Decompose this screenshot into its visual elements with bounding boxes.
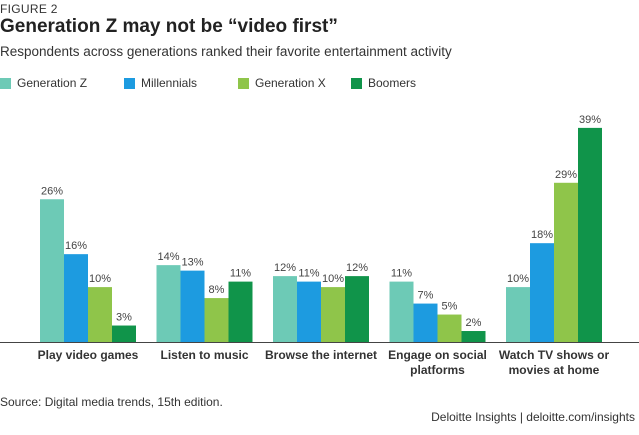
data-label: 10% [322,273,344,285]
data-label: 10% [507,273,529,285]
bar [88,287,112,342]
data-label: 26% [41,185,63,197]
chart-title: Generation Z may not be “video first” [0,16,338,37]
brand-footer: Deloitte Insights | deloitte.com/insight… [431,410,635,424]
data-label: 14% [157,251,179,263]
bar [389,281,414,342]
data-label: 11% [298,268,319,280]
category-label: Engage on social [388,348,487,362]
bar [578,127,602,342]
figure-label: FIGURE 2 [0,2,58,16]
bar [506,287,530,342]
bar [437,314,462,342]
legend-swatch [351,77,362,89]
legend-swatch [0,77,11,89]
bar [40,199,64,342]
data-label: 39% [579,114,601,126]
bar [156,265,181,342]
bar-group: 12% 11% 10%12% [273,262,369,342]
bar [64,254,88,342]
category-label: movies at home [509,363,600,377]
category-label: Play video games [38,348,139,362]
legend-item-millennials: Millennials [124,76,197,90]
bar [297,281,321,342]
data-label: 29% [555,169,577,181]
bar [321,287,345,342]
data-label: 7% [418,290,434,302]
bar [413,303,438,342]
legend-swatch [238,77,249,89]
data-label: 13% [181,257,203,269]
data-label: 12% [274,262,296,274]
legend-label: Boomers [368,76,417,90]
data-label: 10% [89,273,111,285]
bar [228,281,253,342]
bar-group: 26% 16% 10% 3% [40,185,136,342]
bar [461,331,486,342]
data-label: 8% [209,284,225,296]
bar-chart: 26% 16% 10% 3% Play video games 14% 13% 8% 11% Li… [0,114,639,377]
bar-group: 11% 7% 5% 2% [389,268,486,342]
bar [204,298,229,342]
data-label: 11% [230,268,251,280]
category-label: Browse the internet [265,348,377,362]
legend-item-boomers: Boomers [351,76,416,90]
bar [273,276,297,342]
data-label: 2% [466,317,482,329]
legend-label: Generation Z [17,76,88,90]
category-label: Watch TV shows or [499,348,610,362]
legend-swatch [124,77,135,89]
data-label: 12% [346,262,368,274]
legend-label: Millennials [141,76,198,90]
bar-group: 10% 18% 29% 39% [506,114,602,342]
category-label: Listen to music [160,348,248,362]
legend-item-generation-z: Generation Z [0,76,87,90]
bar [112,325,136,342]
bar [554,182,578,342]
data-label: 5% [442,301,458,313]
bar-group: 14% 13% 8% 11% [156,251,253,342]
data-label: 11% [391,268,412,280]
data-label: 18% [531,229,553,241]
legend-label: Generation X [255,76,326,90]
bar [180,270,205,342]
data-label: 16% [65,240,87,252]
bar [345,276,369,342]
data-label: 3% [116,312,132,324]
category-label: platforms [410,363,465,377]
source-note: Source: Digital media trends, 15th editi… [0,395,223,409]
chart-subtitle: Respondents across generations ranked th… [0,44,452,59]
bar [530,243,554,342]
legend-item-generation-x: Generation X [238,76,326,90]
